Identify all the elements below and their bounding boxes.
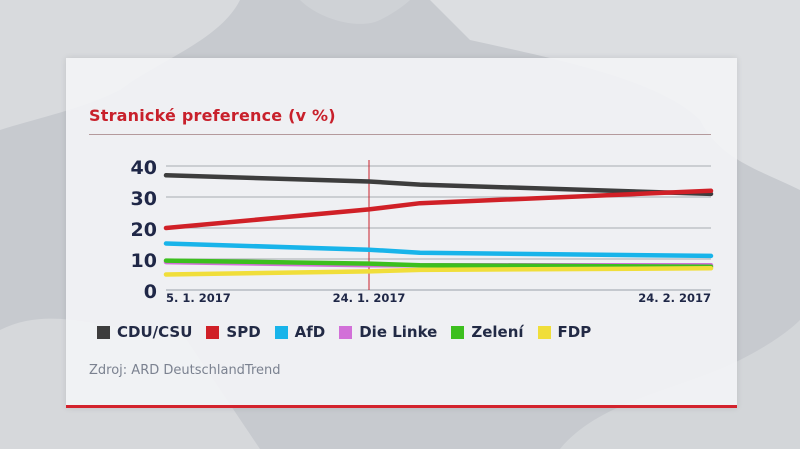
y-tick-label: 0 — [144, 281, 157, 303]
legend-item-spd: SPD — [206, 323, 261, 341]
legend-item-fdp: FDP — [537, 323, 592, 341]
legend-item-afd: AfD — [274, 323, 326, 341]
card-accent-line — [66, 405, 737, 408]
y-tick-label: 10 — [131, 250, 157, 272]
y-tick-label: 40 — [131, 157, 157, 179]
y-tick-label: 30 — [131, 188, 157, 210]
chart-title: Stranické preference (v %) — [89, 106, 336, 125]
legend-label: Die Linke — [359, 323, 438, 341]
x-tick-label: 24. 2. 2017 — [638, 291, 711, 305]
series-line-zelen- — [163, 258, 714, 270]
legend-label: CDU/CSU — [117, 323, 193, 341]
x-tick-label: 24. 1. 2017 — [333, 291, 406, 305]
y-tick-label: 20 — [131, 219, 157, 241]
x-tick-label: 5. 1. 2017 — [166, 291, 231, 305]
series-line-cdu-csu — [163, 173, 714, 197]
legend-label: SPD — [226, 323, 261, 341]
legend-swatch — [274, 325, 288, 339]
chart-legend: CDU/CSU SPD AfD Die Linke Zelení FDP — [97, 323, 605, 341]
legend-swatch — [97, 325, 110, 339]
series-line-afd — [163, 241, 714, 259]
legend-item-zelen-: Zelení — [451, 323, 524, 341]
legend-item-die-linke: Die Linke — [339, 323, 437, 341]
series-line-spd — [163, 188, 714, 231]
chart-card — [66, 58, 737, 408]
legend-label: Zelení — [471, 323, 524, 341]
legend-swatch — [451, 325, 465, 339]
legend-swatch — [206, 325, 220, 339]
source-note: Zdroj: ARD DeutschlandTrend — [89, 363, 281, 378]
legend-swatch — [537, 325, 551, 339]
legend-item-cdu-csu: CDU/CSU — [97, 323, 192, 341]
title-divider — [89, 134, 711, 135]
series-line-fdp — [163, 266, 714, 277]
legend-swatch — [339, 325, 353, 339]
legend-label: AfD — [294, 323, 326, 341]
legend-label: FDP — [557, 323, 592, 341]
